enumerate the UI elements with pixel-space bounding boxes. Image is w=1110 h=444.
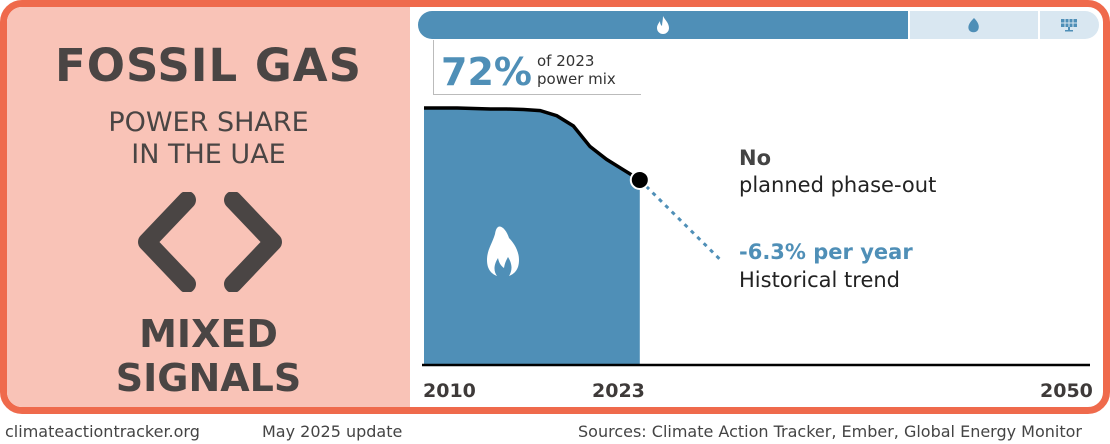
rating-line2: SIGNALS: [115, 356, 302, 400]
left-panel: FOSSIL GAS POWER SHARE IN THE UAE MIXED …: [7, 7, 410, 407]
area-fill: [424, 108, 640, 365]
sector-title: FOSSIL GAS: [54, 39, 363, 92]
mix-segment-gas: [418, 11, 909, 39]
infographic-frame: FOSSIL GAS POWER SHARE IN THE UAE MIXED …: [0, 0, 1110, 414]
left-right-chevrons-icon: [138, 192, 282, 292]
callout-box: [433, 40, 641, 95]
tick-label-2010: 2010: [423, 380, 476, 402]
power-mix-bar: [418, 11, 1099, 39]
series-line: [424, 106, 641, 182]
site-link[interactable]: climateactiontracker.org: [5, 422, 200, 441]
sources: Sources: Climate Action Tracker, Ember, …: [578, 422, 1082, 441]
solar-panel-icon: [1061, 19, 1078, 32]
subtitle-line1: POWER SHARE: [108, 107, 309, 138]
rating-label: MIXED SIGNALS: [7, 312, 410, 400]
subtitle: POWER SHARE IN THE UAE: [7, 107, 410, 171]
update-date: May 2025 update: [262, 422, 403, 441]
trend-value: -6.3% per year: [739, 240, 913, 264]
mix-segment-solar: [1037, 11, 1099, 39]
mix-segment-other: [908, 11, 1038, 39]
flame-icon: [487, 226, 519, 276]
plan-bold: No: [739, 146, 772, 170]
subtitle-line2: IN THE UAE: [131, 139, 286, 170]
data-point-2023: [629, 169, 650, 190]
share-label-line1: of 2023: [537, 52, 595, 70]
tick-label-2050: 2050: [1040, 380, 1093, 402]
plan-text: planned phase-out: [739, 173, 937, 197]
rating-line1: MIXED: [139, 312, 278, 356]
share-label: of 2023 power mix: [537, 52, 616, 88]
share-label-line2: power mix: [537, 70, 616, 88]
share-value: 72%: [441, 50, 532, 94]
trend-label: Historical trend: [739, 268, 901, 292]
tick-label-2023: 2023: [592, 380, 645, 402]
leaf-icon: [968, 18, 979, 33]
trend-line: [638, 178, 724, 264]
flame-icon: [657, 16, 670, 34]
